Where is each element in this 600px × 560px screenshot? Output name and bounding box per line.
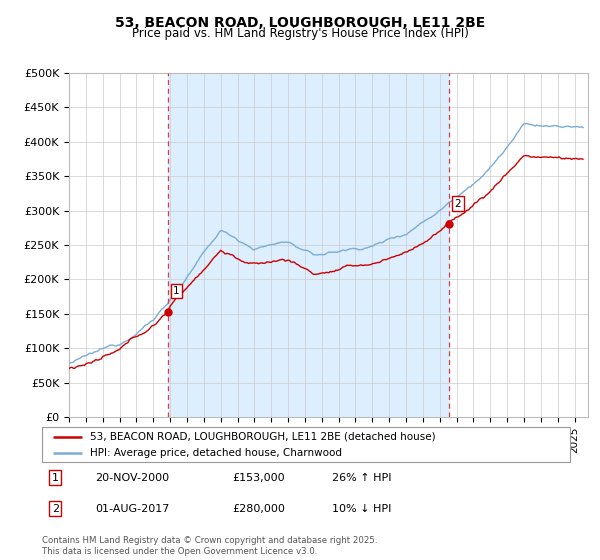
Bar (168, 73, 449, 417)
Text: HPI: Average price, detached house, Charnwood: HPI: Average price, detached house, Char… (89, 448, 341, 458)
Text: 26% ↑ HPI: 26% ↑ HPI (332, 473, 392, 483)
Text: 20-NOV-2000: 20-NOV-2000 (95, 473, 169, 483)
Text: £280,000: £280,000 (232, 503, 285, 514)
Text: 1: 1 (173, 286, 180, 296)
Text: £153,000: £153,000 (232, 473, 285, 483)
Text: Contains HM Land Registry data © Crown copyright and database right 2025.
This d: Contains HM Land Registry data © Crown c… (42, 536, 377, 556)
Text: Price paid vs. HM Land Registry's House Price Index (HPI): Price paid vs. HM Land Registry's House … (131, 27, 469, 40)
Text: 53, BEACON ROAD, LOUGHBOROUGH, LE11 2BE: 53, BEACON ROAD, LOUGHBOROUGH, LE11 2BE (115, 16, 485, 30)
Text: 53, BEACON ROAD, LOUGHBOROUGH, LE11 2BE (detached house): 53, BEACON ROAD, LOUGHBOROUGH, LE11 2BE … (89, 432, 435, 442)
Text: 2: 2 (52, 503, 59, 514)
Text: 10% ↓ HPI: 10% ↓ HPI (332, 503, 392, 514)
Text: 1: 1 (52, 473, 59, 483)
Text: 2: 2 (455, 199, 461, 209)
Text: 01-AUG-2017: 01-AUG-2017 (95, 503, 169, 514)
